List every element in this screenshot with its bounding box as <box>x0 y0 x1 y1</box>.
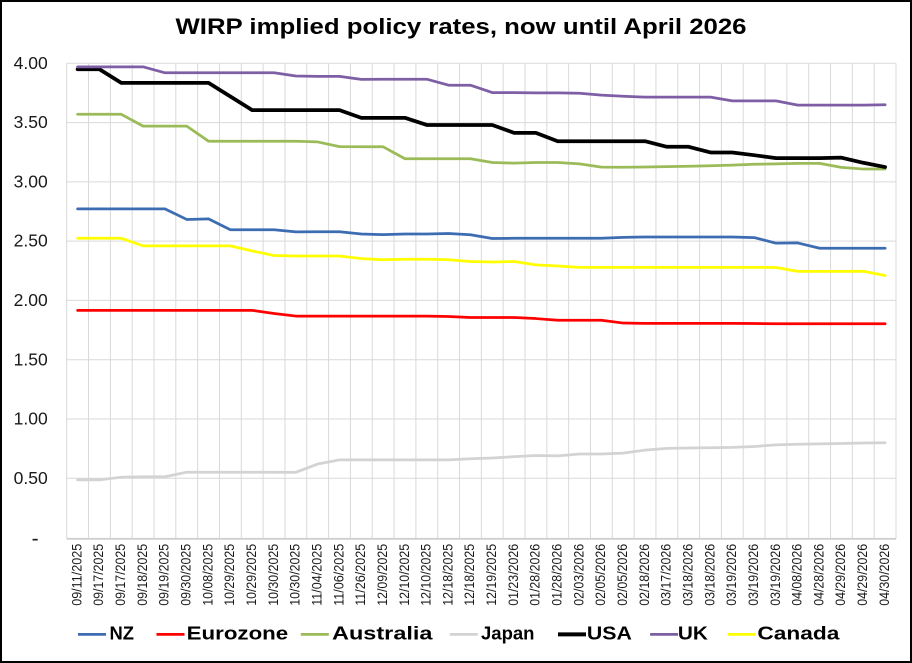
svg-text:-: - <box>32 527 39 550</box>
svg-text:Canada: Canada <box>757 624 840 644</box>
svg-text:03/19/2026: 03/19/2026 <box>746 544 761 606</box>
svg-text:03/18/2026: 03/18/2026 <box>702 544 717 606</box>
svg-text:09/30/2025: 09/30/2025 <box>179 544 194 606</box>
svg-text:12/19/2025: 12/19/2025 <box>484 544 499 606</box>
svg-text:Australia: Australia <box>332 624 434 644</box>
svg-text:03/17/2026: 03/17/2026 <box>659 544 674 606</box>
svg-text:10/29/2025: 10/29/2025 <box>222 544 237 606</box>
svg-text:03/19/2026: 03/19/2026 <box>768 544 783 606</box>
svg-text:04/08/2026: 04/08/2026 <box>790 544 805 606</box>
svg-text:10/30/2025: 10/30/2025 <box>288 544 303 606</box>
svg-text:3.00: 3.00 <box>14 171 48 191</box>
svg-text:01/28/2026: 01/28/2026 <box>528 544 543 606</box>
svg-text:1.50: 1.50 <box>14 349 48 369</box>
svg-text:01/23/2026: 01/23/2026 <box>506 544 521 606</box>
svg-text:09/19/2025: 09/19/2025 <box>157 544 172 606</box>
svg-text:11/04/2025: 11/04/2025 <box>309 544 324 606</box>
svg-text:09/18/2025: 09/18/2025 <box>135 544 150 606</box>
svg-text:1.00: 1.00 <box>14 409 48 429</box>
svg-text:03/18/2026: 03/18/2026 <box>680 544 695 606</box>
svg-text:Japan: Japan <box>481 624 535 644</box>
svg-text:10/29/2025: 10/29/2025 <box>244 544 259 606</box>
svg-text:11/06/2025: 11/06/2025 <box>331 544 346 606</box>
svg-text:02/18/2026: 02/18/2026 <box>637 544 652 606</box>
svg-text:12/18/2025: 12/18/2025 <box>462 544 477 606</box>
svg-text:WIRP implied policy rates, now: WIRP implied policy rates, now until Apr… <box>176 14 747 39</box>
svg-text:09/17/2025: 09/17/2025 <box>91 544 106 606</box>
svg-text:04/30/2026: 04/30/2026 <box>877 544 892 606</box>
svg-text:03/19/2026: 03/19/2026 <box>724 544 739 606</box>
svg-text:10/30/2025: 10/30/2025 <box>266 544 281 606</box>
svg-text:UK: UK <box>678 624 708 644</box>
svg-text:02/05/2026: 02/05/2026 <box>593 544 608 606</box>
svg-text:12/09/2025: 12/09/2025 <box>375 544 390 606</box>
svg-text:09/17/2025: 09/17/2025 <box>113 544 128 606</box>
svg-text:12/10/2025: 12/10/2025 <box>419 544 434 606</box>
svg-text:12/10/2025: 12/10/2025 <box>397 544 412 606</box>
svg-text:09/11/2025: 09/11/2025 <box>69 544 84 606</box>
svg-text:01/28/2026: 01/28/2026 <box>550 544 565 606</box>
svg-text:Eurozone: Eurozone <box>187 624 289 644</box>
svg-text:02/05/2026: 02/05/2026 <box>615 544 630 606</box>
svg-text:4.00: 4.00 <box>14 53 48 73</box>
svg-text:3.50: 3.50 <box>14 112 48 132</box>
svg-text:10/08/2025: 10/08/2025 <box>200 544 215 606</box>
svg-text:12/18/2025: 12/18/2025 <box>440 544 455 606</box>
svg-text:04/28/2026: 04/28/2026 <box>811 544 826 606</box>
svg-text:02/03/2026: 02/03/2026 <box>571 544 586 606</box>
svg-text:2.50: 2.50 <box>14 231 48 251</box>
svg-text:NZ: NZ <box>110 624 135 644</box>
svg-text:04/29/2026: 04/29/2026 <box>855 544 870 606</box>
svg-text:04/29/2026: 04/29/2026 <box>833 544 848 606</box>
svg-text:USA: USA <box>587 624 632 644</box>
svg-text:0.50: 0.50 <box>14 468 48 488</box>
svg-text:11/26/2025: 11/26/2025 <box>353 544 368 606</box>
svg-text:2.00: 2.00 <box>14 290 48 310</box>
